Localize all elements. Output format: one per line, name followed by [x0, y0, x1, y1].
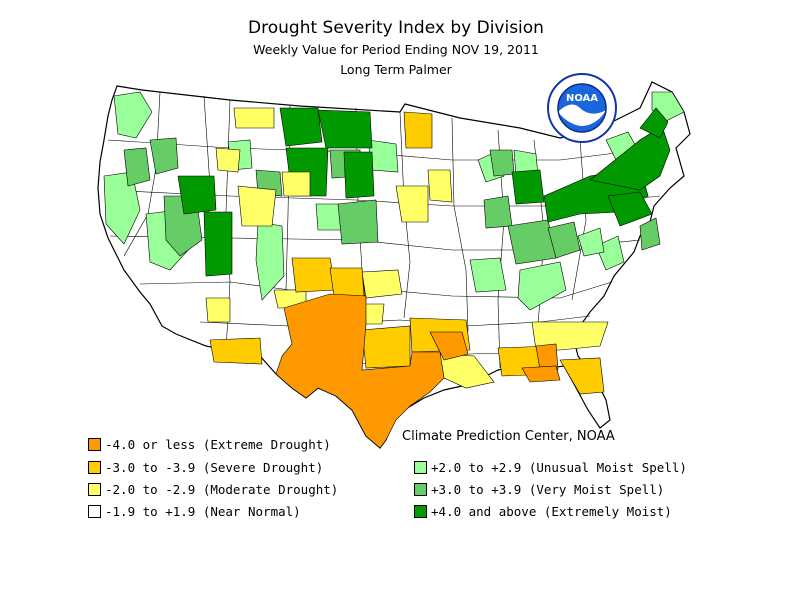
- moderate-drought-regions: [205, 107, 609, 389]
- legend-swatch: [88, 460, 101, 474]
- map-subtitle: Weekly Value for Period Ending NOV 19, 2…: [253, 42, 539, 57]
- legend-item-extreme-drought: -4.0 or less (Extreme Drought): [88, 436, 331, 452]
- noaa-logo-text: NOAA: [566, 93, 598, 104]
- noaa-logo: NOAA: [547, 73, 617, 143]
- legend-label: -4.0 or less (Extreme Drought): [105, 436, 331, 452]
- legend-label: -3.0 to -3.9 (Severe Drought): [105, 459, 324, 475]
- legend-label: +4.0 and above (Extremely Moist): [431, 503, 672, 519]
- legend-swatch: [88, 482, 101, 496]
- extreme-drought-regions: [275, 293, 561, 449]
- credit-text: Climate Prediction Center, NOAA: [402, 429, 615, 444]
- legend-label: -1.9 to +1.9 (Near Normal): [105, 503, 301, 519]
- legend-swatch: [88, 437, 101, 451]
- legend-item-moderate-drought: -2.0 to -2.9 (Moderate Drought): [88, 481, 338, 497]
- legend-item-very-moist: +3.0 to +3.9 (Very Moist Spell): [414, 481, 664, 497]
- legend-swatch: [414, 482, 427, 496]
- legend-label: +2.0 to +2.9 (Unusual Moist Spell): [431, 459, 687, 475]
- legend-item-unusual-moist: +2.0 to +2.9 (Unusual Moist Spell): [414, 459, 687, 475]
- legend-swatch: [414, 504, 427, 518]
- map-subtitle-index: Long Term Palmer: [340, 62, 452, 77]
- legend-swatch: [88, 504, 101, 518]
- legend-swatch: [414, 460, 427, 474]
- legend-item-severe-drought: -3.0 to -3.9 (Severe Drought): [88, 459, 323, 475]
- legend-item-extremely-moist: +4.0 and above (Extremely Moist): [414, 503, 672, 519]
- legend-label: +3.0 to +3.9 (Very Moist Spell): [431, 481, 665, 497]
- legend-label: -2.0 to -2.9 (Moderate Drought): [105, 481, 339, 497]
- map-title: Drought Severity Index by Division: [248, 18, 544, 38]
- legend-item-near-normal: -1.9 to +1.9 (Near Normal): [88, 503, 301, 519]
- extremely-moist-regions: [177, 107, 671, 277]
